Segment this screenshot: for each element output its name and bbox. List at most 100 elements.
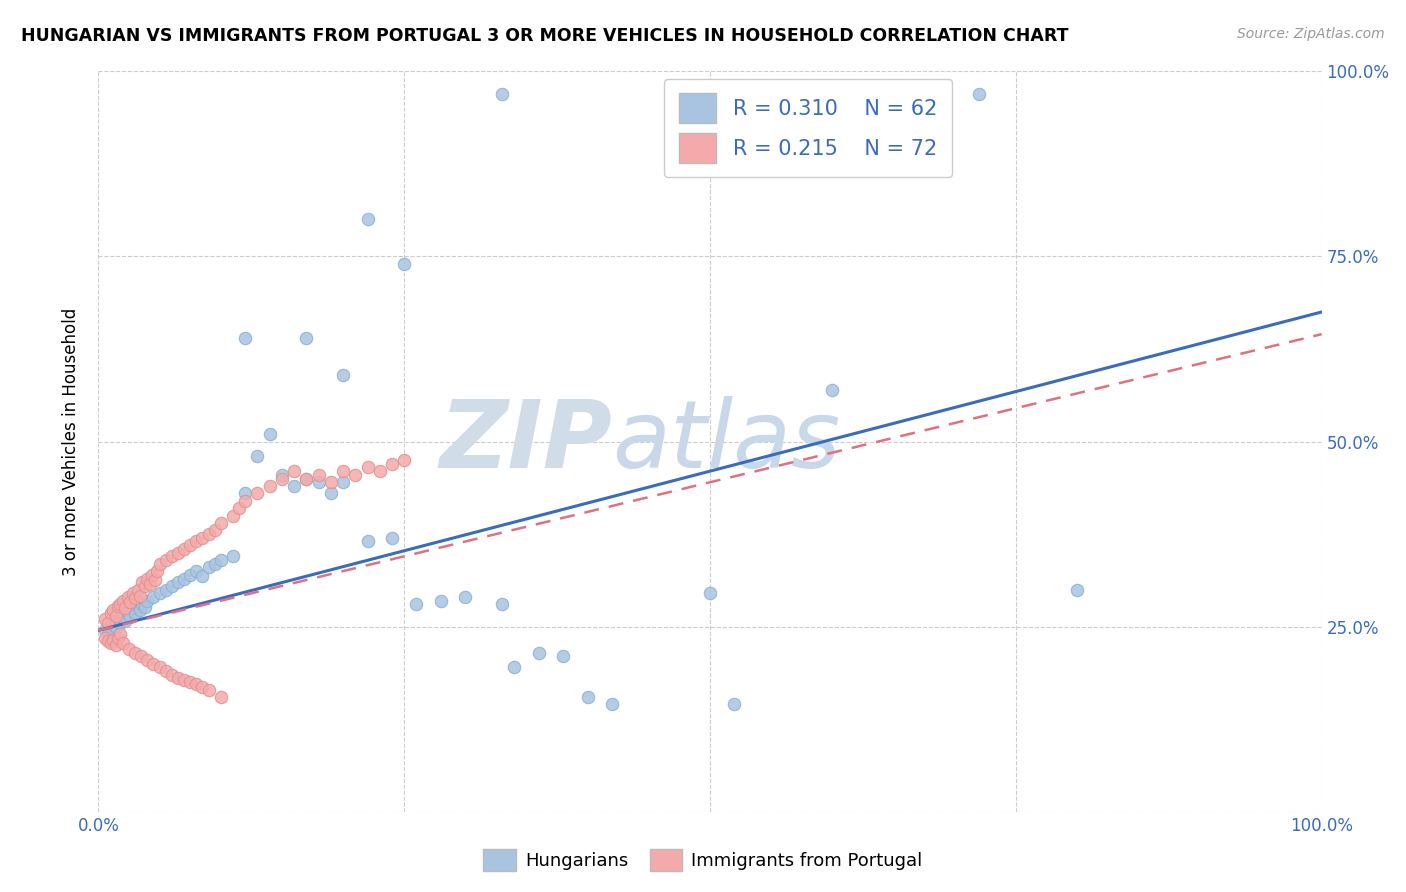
Point: [308, 467, 330, 482]
Point: [100, 607, 122, 621]
Point: [167, 575, 190, 590]
Point: [246, 450, 269, 464]
Point: [121, 601, 143, 615]
Point: [104, 619, 127, 633]
Point: [967, 87, 990, 101]
Point: [120, 595, 142, 609]
Point: [134, 600, 156, 615]
Point: [120, 610, 142, 624]
Point: [259, 427, 281, 442]
Point: [107, 612, 129, 626]
Point: [124, 607, 146, 621]
Point: [197, 682, 219, 697]
Point: [167, 672, 190, 686]
Point: [295, 471, 318, 485]
Point: [576, 690, 599, 704]
Point: [111, 593, 134, 607]
Point: [136, 593, 159, 607]
Text: atlas: atlas: [612, 396, 841, 487]
Point: [332, 475, 354, 490]
Point: [149, 660, 172, 674]
Point: [117, 605, 139, 619]
Point: [209, 553, 232, 567]
Point: [110, 627, 132, 641]
Point: [270, 471, 294, 485]
Point: [93, 612, 115, 626]
Point: [491, 598, 513, 612]
Point: [179, 675, 201, 690]
Point: [142, 590, 165, 604]
Point: [142, 657, 165, 671]
Point: [209, 516, 232, 530]
Point: [209, 690, 232, 704]
Point: [117, 590, 139, 604]
Point: [111, 636, 134, 650]
Point: [111, 608, 134, 623]
Point: [356, 460, 378, 475]
Point: [101, 618, 124, 632]
Point: [160, 667, 183, 681]
Point: [121, 586, 143, 600]
Point: [197, 560, 219, 574]
Point: [149, 557, 172, 571]
Point: [503, 660, 526, 674]
Point: [100, 621, 122, 635]
Point: [167, 546, 190, 560]
Point: [97, 627, 120, 641]
Point: [368, 464, 391, 478]
Point: [127, 582, 149, 597]
Text: ZIP: ZIP: [439, 395, 612, 488]
Point: [222, 549, 245, 564]
Point: [222, 508, 245, 523]
Point: [129, 603, 152, 617]
Point: [319, 486, 342, 500]
Point: [149, 586, 172, 600]
Point: [1066, 582, 1088, 597]
Point: [97, 634, 120, 648]
Point: [233, 486, 256, 500]
Point: [191, 681, 214, 695]
Point: [134, 579, 156, 593]
Point: [191, 569, 214, 583]
Point: [204, 557, 226, 571]
Point: [191, 531, 214, 545]
Point: [118, 641, 141, 656]
Point: [136, 572, 159, 586]
Point: [136, 653, 159, 667]
Point: [332, 368, 354, 382]
Point: [179, 538, 201, 552]
Text: Source: ZipAtlas.com: Source: ZipAtlas.com: [1237, 27, 1385, 41]
Point: [344, 467, 367, 482]
Point: [107, 631, 129, 645]
Point: [139, 576, 162, 591]
Point: [179, 567, 201, 582]
Point: [381, 531, 404, 545]
Point: [332, 464, 354, 478]
Point: [233, 493, 256, 508]
Point: [155, 664, 177, 678]
Point: [405, 598, 427, 612]
Point: [160, 579, 183, 593]
Point: [173, 673, 195, 687]
Point: [141, 567, 163, 582]
Point: [430, 593, 453, 607]
Point: [124, 591, 146, 606]
Point: [295, 471, 318, 485]
Point: [246, 486, 269, 500]
Point: [131, 575, 153, 590]
Point: [160, 549, 183, 564]
Point: [186, 534, 208, 549]
Point: [356, 534, 378, 549]
Point: [295, 331, 318, 345]
Point: [101, 603, 124, 617]
Point: [553, 649, 575, 664]
Point: [155, 582, 177, 597]
Point: [699, 586, 721, 600]
Point: [143, 573, 166, 587]
Point: [392, 453, 416, 467]
Point: [127, 599, 149, 613]
Point: [204, 524, 226, 538]
Point: [491, 87, 513, 101]
Point: [104, 608, 127, 623]
Point: [600, 698, 623, 712]
